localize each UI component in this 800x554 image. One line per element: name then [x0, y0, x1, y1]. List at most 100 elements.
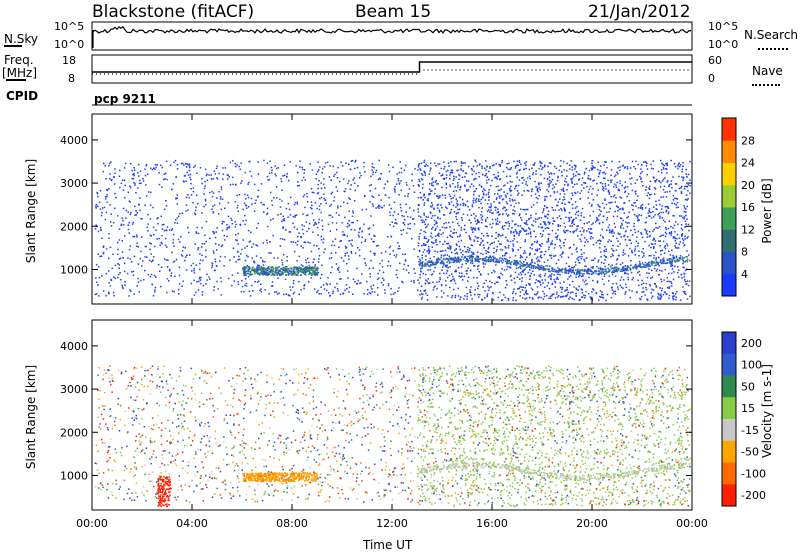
power-mark: [542, 166, 544, 169]
power-mark: [349, 240, 351, 242]
power-mark: [589, 215, 591, 217]
power-mark: [603, 283, 605, 286]
power-mark: [449, 266, 451, 268]
power-mark: [420, 293, 423, 295]
power-mark: [460, 266, 463, 268]
power-mark: [449, 226, 451, 228]
power-mark: [683, 216, 686, 218]
power-mark: [462, 162, 465, 164]
power-mark: [676, 198, 679, 200]
power-mark: [523, 269, 525, 271]
power-mark: [672, 278, 675, 281]
power-mark: [245, 278, 247, 280]
power-mark: [302, 271, 304, 273]
power-mark: [548, 270, 550, 272]
power-mark: [330, 252, 332, 254]
power-mark: [531, 188, 533, 191]
power-mark: [147, 173, 149, 175]
power-mark: [592, 180, 594, 182]
power-mark: [311, 273, 314, 275]
power-mark: [606, 219, 608, 221]
power-mark: [671, 264, 674, 267]
power-mark: [596, 265, 598, 268]
power-mark: [686, 280, 689, 282]
power-mark: [446, 258, 449, 260]
power-mark: [476, 265, 479, 268]
power-mark: [540, 223, 542, 225]
power-mark: [212, 211, 214, 213]
power-mark: [199, 268, 201, 271]
power-mark: [383, 279, 385, 281]
power-mark: [441, 262, 444, 265]
power-mark: [379, 269, 381, 272]
power-mark: [497, 233, 500, 235]
power-mark: [443, 168, 445, 170]
power-mark: [659, 240, 661, 242]
power-mark: [316, 226, 319, 229]
power-mark: [583, 216, 585, 219]
power-mark: [194, 213, 197, 216]
power-mark: [267, 179, 269, 181]
power-mark: [578, 173, 581, 176]
power-mark: [561, 287, 564, 289]
power-mark: [466, 200, 469, 202]
power-mark: [511, 213, 514, 215]
power-mark: [552, 270, 554, 273]
power-mark: [487, 285, 489, 288]
power-mark: [661, 280, 663, 283]
power-mark: [432, 181, 435, 183]
power-mark: [238, 258, 241, 261]
power-mark: [427, 199, 429, 202]
power-mark: [528, 217, 530, 220]
power-mark: [689, 179, 691, 181]
power-mark: [434, 250, 436, 252]
power-mark: [124, 184, 126, 187]
power-mark: [426, 294, 429, 296]
power-mark: [455, 232, 457, 234]
power-mark: [498, 214, 500, 216]
power-mark: [480, 211, 483, 213]
power-mark: [606, 211, 608, 214]
power-mark: [647, 212, 649, 214]
power-mark: [564, 177, 567, 180]
power-mark: [609, 179, 612, 182]
power-mark: [534, 249, 537, 251]
power-mark: [601, 183, 604, 185]
power-mark: [517, 194, 519, 196]
power-mark: [566, 293, 569, 296]
power-mark: [263, 159, 265, 162]
power-mark: [464, 224, 466, 227]
power-mark: [641, 207, 644, 209]
power-mark: [368, 291, 371, 294]
power-mark: [195, 264, 198, 266]
power-mark: [161, 186, 163, 188]
power-mark: [294, 214, 296, 217]
power-mark: [653, 177, 655, 179]
power-mark: [666, 181, 668, 183]
power-mark: [534, 262, 536, 264]
power-mark: [314, 269, 317, 271]
power-mark: [458, 260, 460, 262]
power-mark: [344, 245, 347, 248]
power-mark: [651, 276, 654, 278]
power-mark: [455, 243, 458, 245]
power-mark: [193, 272, 196, 274]
power-mark: [283, 164, 286, 166]
power-mark: [591, 162, 593, 164]
power-mark: [488, 260, 491, 262]
power-mark: [217, 288, 219, 290]
power-mark: [437, 203, 440, 206]
power-mark: [584, 269, 586, 271]
power-mark: [444, 240, 446, 243]
power-mark: [525, 221, 527, 224]
power-mark: [490, 209, 492, 211]
power-mark: [666, 287, 669, 289]
power-mark: [652, 239, 654, 241]
power-mark: [638, 250, 640, 252]
power-mark: [552, 209, 554, 211]
power-mark: [640, 283, 643, 286]
power-mark: [242, 239, 244, 241]
power-mark: [175, 219, 177, 221]
power-mark: [165, 237, 167, 240]
power-mark: [266, 175, 269, 178]
